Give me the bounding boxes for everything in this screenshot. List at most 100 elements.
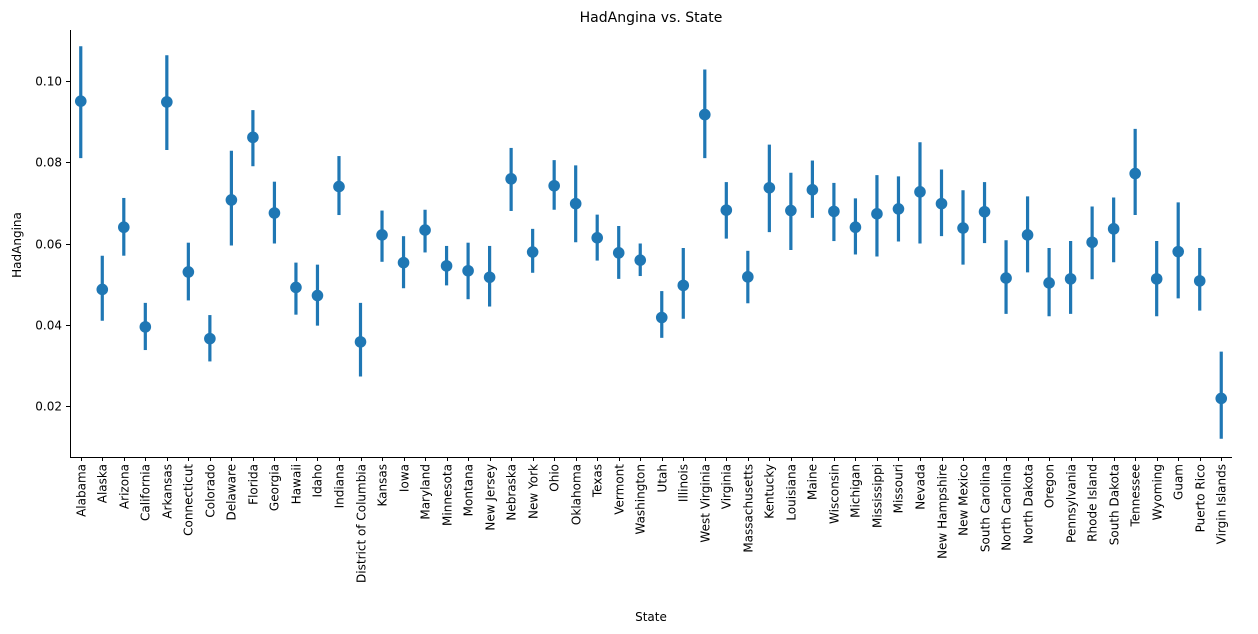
data-point [354, 336, 367, 348]
x-tick-label: South Dakota [1108, 464, 1122, 545]
x-tick-label: Alaska [96, 464, 110, 503]
x-axis-label: State [635, 610, 667, 624]
x-tick-label: Ohio [548, 464, 562, 492]
x-tick-label: Oklahoma [570, 464, 584, 525]
data-point [1107, 223, 1120, 235]
x-tick-label: Mississippi [871, 464, 885, 528]
data-point [849, 221, 862, 234]
x-tick-label: Maine [806, 464, 820, 500]
data-point [785, 204, 797, 217]
data-point [1000, 272, 1012, 284]
data-point [204, 332, 216, 345]
data-point [634, 254, 647, 266]
data-point [74, 95, 87, 107]
data-point [828, 205, 840, 218]
data-point [1064, 273, 1077, 285]
x-tick-label: Kansas [376, 464, 390, 506]
x-tick-label: Michigan [849, 464, 863, 518]
x-tick-label: Delaware [225, 464, 239, 521]
x-tick-label: Idaho [311, 464, 325, 497]
x-tick-label: Utah [656, 464, 670, 492]
x-tick-label: Nevada [914, 464, 928, 510]
data-point [1193, 275, 1206, 287]
data-point [526, 246, 539, 258]
x-tick-label: Virgin Islands [1215, 464, 1229, 544]
x-tick-label: New Jersey [484, 464, 498, 531]
x-tick-label: West Virginia [699, 464, 713, 543]
x-tick-label: Rhode Island [1086, 464, 1100, 542]
x-tick-label: Indiana [333, 464, 347, 508]
x-tick-label: Wyoming [1151, 464, 1165, 520]
y-tick-label: 0.06 [35, 238, 62, 252]
y-axis-label: HadAngina [10, 212, 24, 278]
data-point [763, 181, 776, 194]
x-tick-label: Massachusetts [742, 464, 756, 553]
data-point [892, 203, 905, 215]
data-point [742, 271, 754, 283]
x-tick-label: Hawaii [290, 464, 304, 504]
chart-title: HadAngina vs. State [580, 10, 723, 26]
x-tick-label: Pennsylvania [1065, 464, 1079, 543]
x-tick-label: Missouri [892, 464, 906, 513]
data-point [591, 232, 604, 244]
data-point [1150, 273, 1163, 285]
x-tick-label: South Carolina [979, 464, 993, 552]
x-tick-label: Vermont [613, 464, 627, 515]
x-tick-label: Guam [1172, 464, 1186, 500]
data-point [182, 266, 195, 278]
x-tick-label: Iowa [398, 464, 412, 492]
data-point [247, 131, 259, 144]
y-tick-label: 0.08 [35, 156, 62, 170]
data-point [419, 224, 431, 236]
x-tick-label: Maryland [419, 464, 433, 520]
data-point [914, 186, 926, 198]
data-point [440, 260, 453, 272]
x-tick-label: New Mexico [957, 464, 971, 536]
data-point [548, 179, 560, 192]
x-tick-label: Virginia [720, 464, 734, 509]
data-point [698, 108, 711, 121]
x-tick-label: Arkansas [161, 464, 175, 519]
data-point [612, 247, 625, 259]
x-tick-label: Georgia [268, 464, 282, 511]
x-tick-label: New York [527, 464, 541, 519]
data-point [268, 207, 281, 219]
data-point [311, 289, 324, 302]
x-tick-label: Puerto Rico [1194, 464, 1208, 532]
x-tick-label: Tennessee [1129, 464, 1143, 528]
x-tick-label: Kentucky [763, 464, 777, 519]
data-point [1086, 236, 1098, 249]
y-tick-label: 0.02 [35, 400, 62, 414]
x-tick-label: Florida [247, 464, 261, 505]
x-tick-label: New Hampshire [936, 464, 950, 559]
y-tick-label: 0.10 [35, 75, 62, 89]
data-point [462, 264, 474, 277]
data-point [1129, 167, 1141, 180]
data-point [483, 271, 496, 284]
data-point [1172, 245, 1185, 258]
y-ticks: 0.02 0.04 0.06 0.08 0.10 [35, 75, 70, 414]
data-point [655, 311, 668, 324]
data-point [871, 208, 883, 220]
x-tick-label: Nebraska [505, 464, 519, 521]
x-tick-label: Washington [634, 464, 648, 535]
data-point [139, 321, 152, 333]
x-tick-label: Alabama [75, 464, 89, 517]
x-tick-label: California [139, 464, 153, 521]
data-point [935, 197, 948, 210]
y-tick-label: 0.04 [35, 319, 62, 333]
x-tick-label: Minnesota [441, 464, 455, 526]
x-tick-label: Montana [462, 464, 476, 516]
data-point [1021, 229, 1034, 241]
data-point [720, 204, 733, 216]
x-tick-label: Texas [591, 464, 605, 498]
data-point [1043, 277, 1055, 289]
x-tick-label: Illinois [677, 464, 691, 502]
x-tick-label: Louisiana [785, 464, 799, 521]
x-tick-label: Connecticut [182, 464, 196, 536]
data-point [225, 194, 238, 206]
data-point [677, 279, 690, 292]
x-tick-label: Oregon [1043, 464, 1057, 508]
data-point [978, 205, 991, 218]
